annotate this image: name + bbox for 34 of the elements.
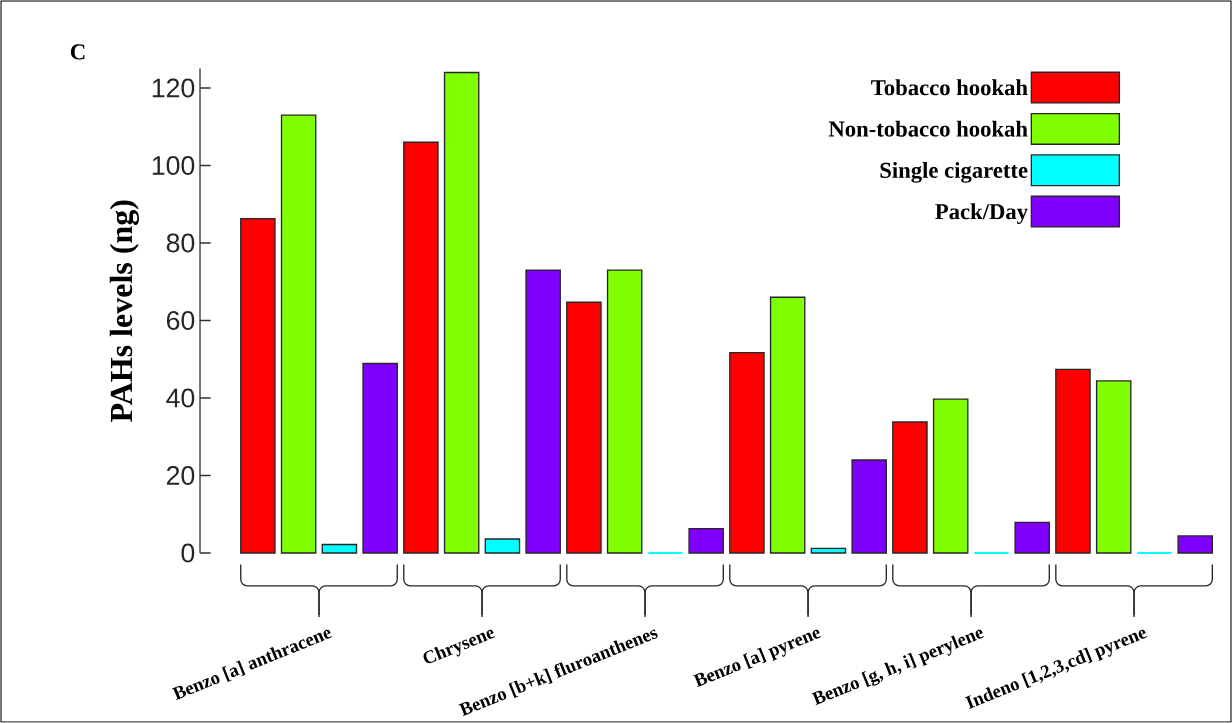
bar — [525, 269, 561, 554]
legend-label: Tobacco hookah — [871, 79, 1028, 96]
y-tick-label: 120 — [152, 78, 195, 98]
bar — [851, 459, 887, 554]
bar — [769, 296, 806, 554]
bar — [932, 398, 969, 554]
legend-label: Single cigarette — [880, 162, 1028, 183]
bar — [1177, 535, 1213, 554]
y-tick-label: 40 — [166, 388, 195, 408]
bar — [443, 71, 480, 554]
y-tick-label: 80 — [166, 233, 195, 253]
bar — [403, 141, 439, 554]
legend-label: Pack/Day — [935, 203, 1028, 224]
legend-label: Non-tobacco hookah — [828, 120, 1028, 137]
bar — [566, 301, 602, 554]
y-tick-label: 100 — [152, 156, 195, 175]
bar — [280, 114, 317, 554]
bar — [688, 527, 724, 554]
y-tick-label: 0 — [181, 543, 195, 563]
bar — [810, 547, 847, 554]
bar — [892, 421, 928, 554]
bar — [240, 217, 276, 554]
bar — [1014, 521, 1050, 554]
bar — [729, 351, 765, 554]
bar — [484, 538, 521, 554]
bar — [362, 362, 398, 554]
bar — [1055, 368, 1091, 554]
y-tick-label: 20 — [166, 466, 195, 485]
y-tick-label: 60 — [166, 311, 195, 330]
bar — [1095, 380, 1132, 554]
bar — [606, 269, 643, 554]
y-axis-title: PAHs levels (ng) — [109, 200, 139, 422]
bar — [321, 543, 358, 554]
text: C — [70, 44, 85, 60]
